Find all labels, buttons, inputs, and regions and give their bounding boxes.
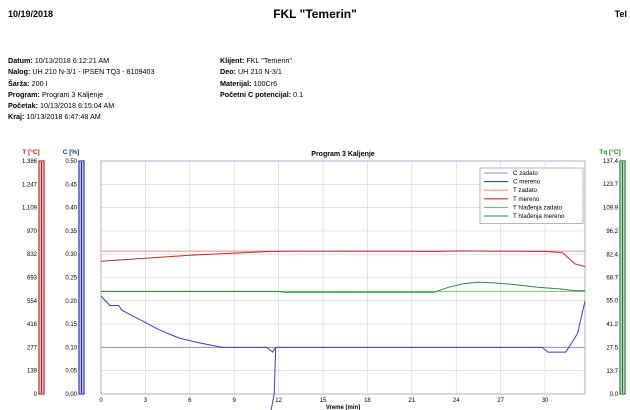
t-tick-label: 1,247 — [22, 182, 38, 188]
c-tick-label: 0.25 — [65, 276, 77, 282]
series-line-t-hla-enja-mereno — [101, 281, 585, 293]
c-tick-label: 0.05 — [65, 369, 77, 375]
c-tick-label: 0.35 — [65, 229, 77, 235]
c-tick-label: 0.30 — [65, 252, 77, 258]
info-row-deo: Deo: UH 210 N-3/1 — [220, 67, 282, 77]
legend-box — [479, 167, 584, 224]
c-tick-label: 0.50 — [65, 159, 77, 165]
info-row-kraj: Kraj: 10/13/2018 6:47:48 AM — [8, 112, 101, 122]
info-left-block: Datum: 10/13/2018 6:12:21 AM Nalog: UH 2… — [8, 55, 154, 123]
x-tick-label: 12 — [275, 398, 282, 404]
x-tick-label: 30 — [542, 398, 549, 404]
report-title: FKL "Temerin" — [273, 7, 357, 21]
info-right-block: Klijent: FKL "Temerin" Deo: UH 210 N-3/1… — [220, 55, 303, 100]
c-tick-label: 0.40 — [65, 206, 77, 212]
legend-label: T hlađenja zadato — [513, 204, 563, 211]
c-tick-label: 0.00 — [65, 392, 77, 398]
legend-label: T mereno — [513, 196, 540, 203]
x-tick-label: 9 — [233, 398, 237, 404]
c-tick-label: 0.15 — [65, 322, 77, 328]
tq-tick-label: 68.7 — [606, 276, 618, 282]
t-tick-label: 0 — [34, 392, 38, 398]
c-tick-label: 0.20 — [65, 299, 77, 305]
tq-tick-label: 0.0 — [610, 392, 619, 398]
x-axis-label: Vreme [min] — [326, 405, 360, 410]
info-row-klijent: Klijent: FKL "Temerin" — [220, 56, 292, 65]
t-tick-label: 693 — [27, 276, 38, 282]
t-tick-label: 1,386 — [22, 159, 38, 165]
x-tick-label: 27 — [497, 398, 504, 404]
c-tick-label: 0.45 — [65, 182, 77, 188]
t-tick-label: 554 — [27, 299, 38, 305]
c-axis-label: C [%] — [63, 149, 80, 156]
legend-label: C zadato — [513, 170, 538, 177]
info-row-materijal: Materijal: 100Cr6 — [220, 78, 278, 88]
legend-label: T hlađenja mereno — [513, 213, 565, 220]
tq-tick-label: 41.2 — [606, 322, 618, 328]
info-row-program: Program: Program 3 Kaljenje — [8, 89, 104, 99]
info-row-c-potencijal: Početni C potencijal: 0.1 — [220, 89, 304, 99]
tq-axis-label: Tq [°C] — [599, 148, 620, 156]
t-axis-label: T [°C] — [22, 148, 39, 156]
series-line-t-mereno — [101, 250, 585, 268]
info-row-datum: Datum: 10/13/2018 6:12:21 AM — [8, 56, 110, 65]
tq-tick-label: 96.2 — [606, 229, 618, 235]
tq-tick-label: 27.5 — [606, 345, 618, 351]
t-tick-label: 970 — [27, 229, 38, 235]
legend-label: T zadato — [513, 187, 538, 194]
info-row-nalog: Nalog: UH 210 N-3/1 - IPSEN TQ3 - 810940… — [8, 67, 155, 77]
x-tick-label: 6 — [188, 398, 192, 404]
t-tick-label: 277 — [27, 345, 38, 351]
tq-tick-label: 55.0 — [606, 299, 618, 305]
info-row-sarza: Šarža: 200 I — [8, 78, 48, 88]
chart-title: Program 3 Kaljenje — [311, 151, 375, 158]
x-tick-label: 18 — [364, 398, 371, 404]
legend-label: C mereno — [513, 179, 541, 186]
t-tick-label: 139 — [27, 369, 38, 375]
c-tick-label: 0.10 — [65, 345, 77, 351]
t-tick-label: 832 — [27, 252, 38, 258]
tq-tick-label: 82.4 — [606, 252, 618, 258]
tq-tick-label: 123.7 — [603, 182, 619, 188]
report-header-right: Tel — [614, 9, 627, 19]
tq-tick-label: 13.7 — [606, 369, 618, 375]
x-tick-label: 0 — [99, 398, 103, 404]
t-tick-label: 416 — [27, 322, 38, 328]
t-tick-label: 1,109 — [22, 206, 38, 212]
x-tick-label: 21 — [408, 398, 415, 404]
tq-tick-label: 137.4 — [603, 159, 619, 165]
x-tick-label: 24 — [453, 398, 460, 404]
info-row-pocetak: Početak: 10/13/2018 6:15:04 AM — [8, 101, 115, 111]
x-tick-label: 15 — [320, 398, 327, 404]
x-tick-label: 3 — [144, 398, 148, 404]
series-line-c-mereno — [101, 295, 585, 353]
tq-tick-label: 109.9 — [603, 206, 619, 212]
report-date: 10/19/2018 — [8, 9, 54, 19]
